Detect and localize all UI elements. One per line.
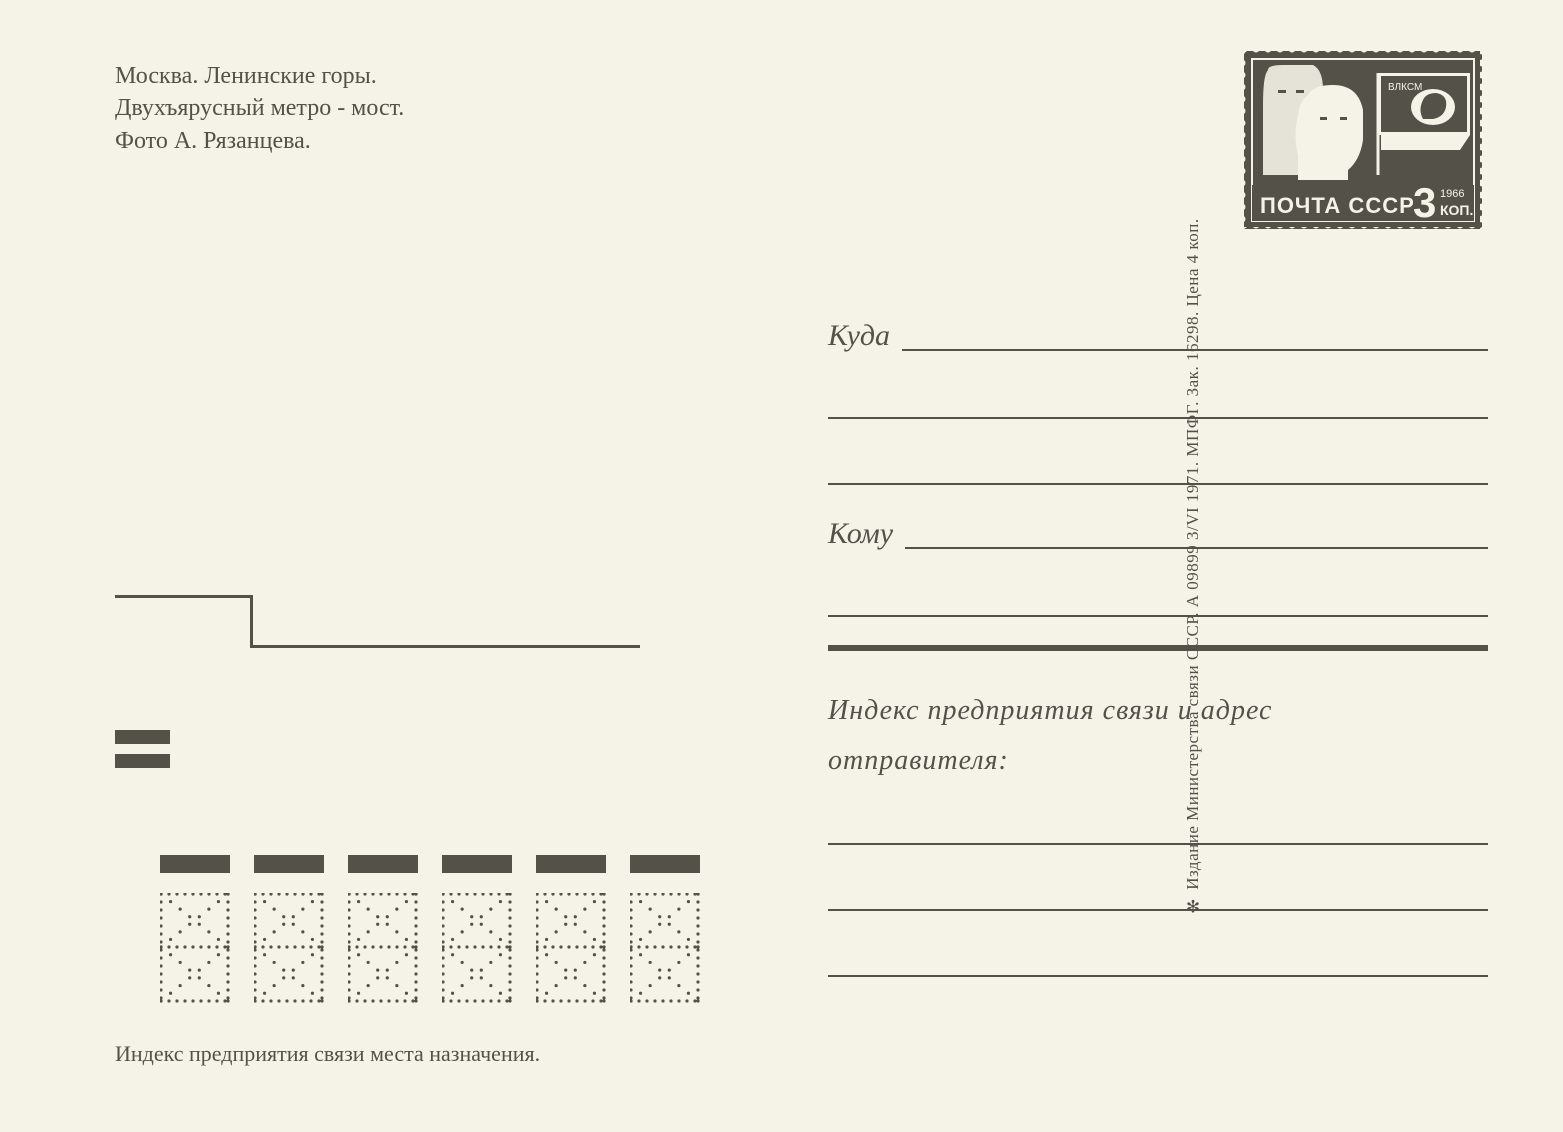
index-top-bar — [160, 855, 230, 873]
svg-text:3: 3 — [1413, 179, 1436, 226]
small-bars — [115, 730, 640, 768]
svg-text:1966: 1966 — [1440, 188, 1464, 200]
index-caption: Индекс предприятия связи места назначени… — [115, 1041, 540, 1067]
sender-line-2[interactable] — [828, 873, 1488, 911]
small-bar-1 — [115, 730, 170, 744]
header-line-3: Фото А. Рязанцева. — [115, 125, 404, 157]
address-line-3[interactable] — [828, 447, 1488, 485]
index-top-bar — [630, 855, 700, 873]
sender-line-3[interactable] — [828, 939, 1488, 977]
postage-stamp: ВЛКСМ ПОЧТА СССР 3 1966 КОП. — [1238, 45, 1488, 235]
index-dotted-box[interactable] — [536, 893, 606, 1003]
sender-label-line-2: отправителя: — [828, 736, 1488, 786]
index-top-bar — [442, 855, 512, 873]
index-alignment-marks — [115, 595, 640, 778]
address-line-2[interactable] — [828, 381, 1488, 419]
index-box[interactable] — [536, 855, 606, 1003]
divider-bar — [828, 645, 1488, 651]
stamp-svg: ВЛКСМ ПОЧТА СССР 3 1966 КОП. — [1238, 45, 1488, 235]
index-dotted-box[interactable] — [160, 893, 230, 1003]
header-line-1: Москва. Ленинские горы. — [115, 60, 404, 92]
to-whom-label: Кому — [828, 517, 893, 551]
address-line-5[interactable] — [828, 579, 1488, 617]
index-top-bar — [348, 855, 418, 873]
index-box[interactable] — [160, 855, 230, 1003]
postcard: Москва. Ленинские горы. Двухъярусный мет… — [0, 0, 1563, 1132]
to-where-label: Куда — [828, 319, 890, 353]
address-section: Куда Кому Индекс предприятия связи и адр… — [828, 315, 1488, 1005]
small-bar-2 — [115, 754, 170, 768]
index-top-bar — [536, 855, 606, 873]
index-top-bar — [254, 855, 324, 873]
angle-mark — [115, 595, 640, 680]
index-box[interactable] — [630, 855, 700, 1003]
sender-label: Индекс предприятия связи и адрес отправи… — [828, 686, 1488, 787]
header-line-2: Двухъярусный метро - мост. — [115, 92, 404, 124]
svg-text:ПОЧТА СССР: ПОЧТА СССР — [1260, 193, 1415, 218]
postal-index-boxes — [160, 855, 700, 1003]
index-dotted-box[interactable] — [630, 893, 700, 1003]
address-to-whom: Кому — [828, 513, 1488, 551]
index-box[interactable] — [348, 855, 418, 1003]
index-dotted-box[interactable] — [442, 893, 512, 1003]
sender-label-line-1: Индекс предприятия связи и адрес — [828, 686, 1488, 736]
address-to-where: Куда — [828, 315, 1488, 353]
svg-text:КОП.: КОП. — [1440, 202, 1473, 218]
index-box[interactable] — [254, 855, 324, 1003]
address-line-fill[interactable] — [902, 349, 1488, 351]
address-line-fill[interactable] — [905, 547, 1488, 549]
header-caption: Москва. Ленинские горы. Двухъярусный мет… — [115, 60, 404, 157]
index-dotted-box[interactable] — [254, 893, 324, 1003]
svg-text:ВЛКСМ: ВЛКСМ — [1388, 82, 1422, 93]
index-box[interactable] — [442, 855, 512, 1003]
index-dotted-box[interactable] — [348, 893, 418, 1003]
sender-line-1[interactable] — [828, 807, 1488, 845]
